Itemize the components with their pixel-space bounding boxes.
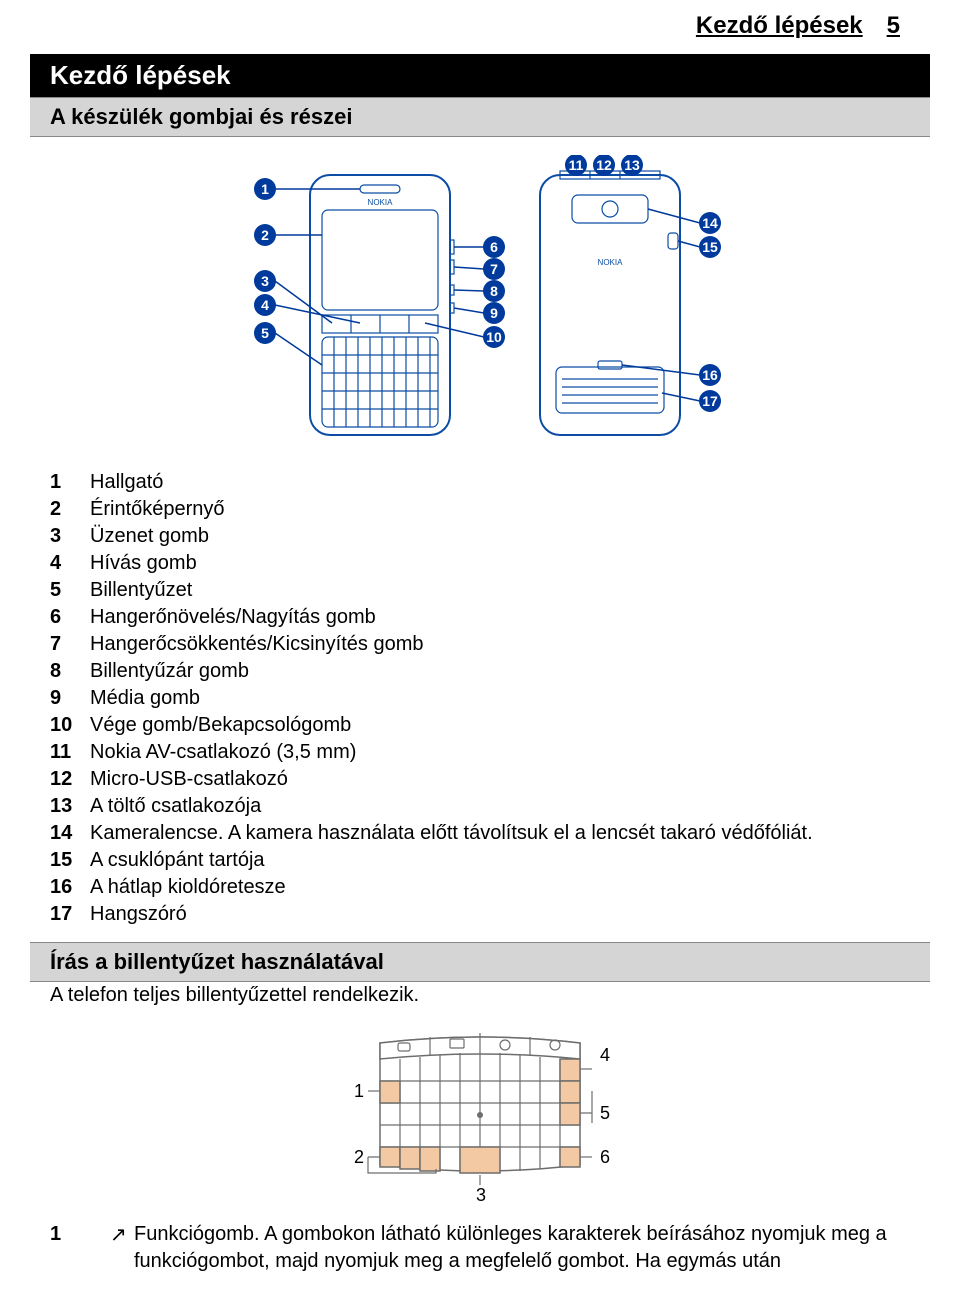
svg-text:7: 7: [490, 261, 498, 277]
section-grey-bar-2: Írás a billentyűzet használatával: [30, 942, 930, 982]
list-item: 9Média gomb: [50, 685, 910, 712]
section-black-bar: Kezdő lépések: [30, 54, 930, 97]
item-text: Vége gomb/Bekapcsológomb: [90, 712, 910, 739]
svg-text:11: 11: [569, 157, 584, 173]
item-number: 9: [50, 685, 90, 712]
svg-text:14: 14: [702, 215, 718, 231]
list-item: 12Micro-USB-csatlakozó: [50, 766, 910, 793]
list-item: 1Hallgató: [50, 469, 910, 496]
list-item: 4Hívás gomb: [50, 550, 910, 577]
list-item: 10Vége gomb/Bekapcsológomb: [50, 712, 910, 739]
desc-text: Funkciógomb. A gombokon látható különleg…: [134, 1221, 910, 1275]
list-item: 15A csuklópánt tartója: [50, 847, 910, 874]
item-number: 10: [50, 712, 90, 739]
item-number: 2: [50, 496, 90, 523]
item-number: 3: [50, 523, 90, 550]
item-text: Média gomb: [90, 685, 910, 712]
list-item: 3Üzenet gomb: [50, 523, 910, 550]
page-number: 5: [887, 10, 900, 42]
section-grey-bar-1: A készülék gombjai és részei: [30, 97, 930, 137]
svg-text:NOKIA: NOKIA: [598, 258, 624, 267]
item-number: 6: [50, 604, 90, 631]
svg-text:3: 3: [261, 273, 269, 289]
svg-text:4: 4: [600, 1045, 610, 1065]
list-item: 6Hangerőnövelés/Nagyítás gomb: [50, 604, 910, 631]
item-number: 15: [50, 847, 90, 874]
svg-text:12: 12: [596, 157, 612, 173]
svg-text:9: 9: [490, 305, 498, 321]
list-item: 11Nokia AV-csatlakozó (3,5 mm): [50, 739, 910, 766]
svg-text:13: 13: [624, 157, 640, 173]
list-item: 16A hátlap kioldóretesze: [50, 874, 910, 901]
item-text: A csuklópánt tartója: [90, 847, 910, 874]
phone-diagram: .out { fill:none; stroke:#0b4da4; stroke…: [200, 155, 760, 455]
list-item: 13A töltő csatlakozója: [50, 793, 910, 820]
item-number: 4: [50, 550, 90, 577]
svg-text:5: 5: [261, 325, 269, 341]
svg-text:6: 6: [490, 239, 498, 255]
svg-text:2: 2: [261, 227, 269, 243]
svg-text:1: 1: [354, 1081, 364, 1101]
svg-text:15: 15: [702, 239, 718, 255]
item-text: Micro-USB-csatlakozó: [90, 766, 910, 793]
list-item: 8Billentyűzár gomb: [50, 658, 910, 685]
svg-text:NOKIA: NOKIA: [368, 198, 394, 207]
list-item: 17Hangszóró: [50, 901, 910, 928]
function-key-description: 1 ↗ Funkciógomb. A gombokon látható külö…: [50, 1221, 910, 1275]
svg-text:10: 10: [486, 329, 502, 345]
svg-text:2: 2: [354, 1147, 364, 1167]
item-number: 11: [50, 739, 90, 766]
page-header: Kezdő lépések 5: [0, 0, 960, 48]
svg-text:6: 6: [600, 1147, 610, 1167]
list-item: 7Hangerőcsökkentés/Kicsinyítés gomb: [50, 631, 910, 658]
keyboard-diagram: .k { fill:#fff; stroke:#6d6d6d; stroke-w…: [310, 1025, 650, 1205]
item-number: 7: [50, 631, 90, 658]
svg-text:8: 8: [490, 283, 498, 299]
desc-number: 1: [50, 1221, 110, 1275]
svg-text:16: 16: [702, 367, 718, 383]
item-number: 1: [50, 469, 90, 496]
item-number: 14: [50, 820, 90, 847]
item-text: A hátlap kioldóretesze: [90, 874, 910, 901]
item-text: Hallgató: [90, 469, 910, 496]
item-text: Hangszóró: [90, 901, 910, 928]
item-text: Üzenet gomb: [90, 523, 910, 550]
svg-text:1: 1: [261, 181, 269, 197]
svg-text:5: 5: [600, 1103, 610, 1123]
list-item: 2Érintőképernyő: [50, 496, 910, 523]
parts-list: 1Hallgató 2Érintőképernyő 3Üzenet gomb 4…: [50, 469, 910, 928]
item-number: 8: [50, 658, 90, 685]
item-text: Billentyűzet: [90, 577, 910, 604]
svg-text:4: 4: [261, 297, 269, 313]
item-text: Érintőképernyő: [90, 496, 910, 523]
keyboard-diagram-container: .k { fill:#fff; stroke:#6d6d6d; stroke-w…: [0, 1025, 960, 1205]
item-text: Hívás gomb: [90, 550, 910, 577]
section2-intro: A telefon teljes billentyűzettel rendelk…: [50, 982, 910, 1009]
item-number: 17: [50, 901, 90, 928]
item-text: Hangerőcsökkentés/Kicsinyítés gomb: [90, 631, 910, 658]
item-number: 16: [50, 874, 90, 901]
svg-text:3: 3: [476, 1185, 486, 1205]
item-text: Hangerőnövelés/Nagyítás gomb: [90, 604, 910, 631]
item-text: Kameralencse. A kamera használata előtt …: [90, 820, 910, 847]
list-item: 14Kameralencse. A kamera használata előt…: [50, 820, 910, 847]
item-text: A töltő csatlakozója: [90, 793, 910, 820]
phone-diagram-container: .out { fill:none; stroke:#0b4da4; stroke…: [0, 155, 960, 455]
item-number: 12: [50, 766, 90, 793]
header-title: Kezdő lépések: [696, 10, 863, 42]
list-item: 5Billentyűzet: [50, 577, 910, 604]
item-number: 5: [50, 577, 90, 604]
item-text: Billentyűzár gomb: [90, 658, 910, 685]
arrow-icon: ↗: [110, 1221, 134, 1275]
item-number: 13: [50, 793, 90, 820]
item-text: Nokia AV-csatlakozó (3,5 mm): [90, 739, 910, 766]
svg-text:17: 17: [702, 393, 718, 409]
